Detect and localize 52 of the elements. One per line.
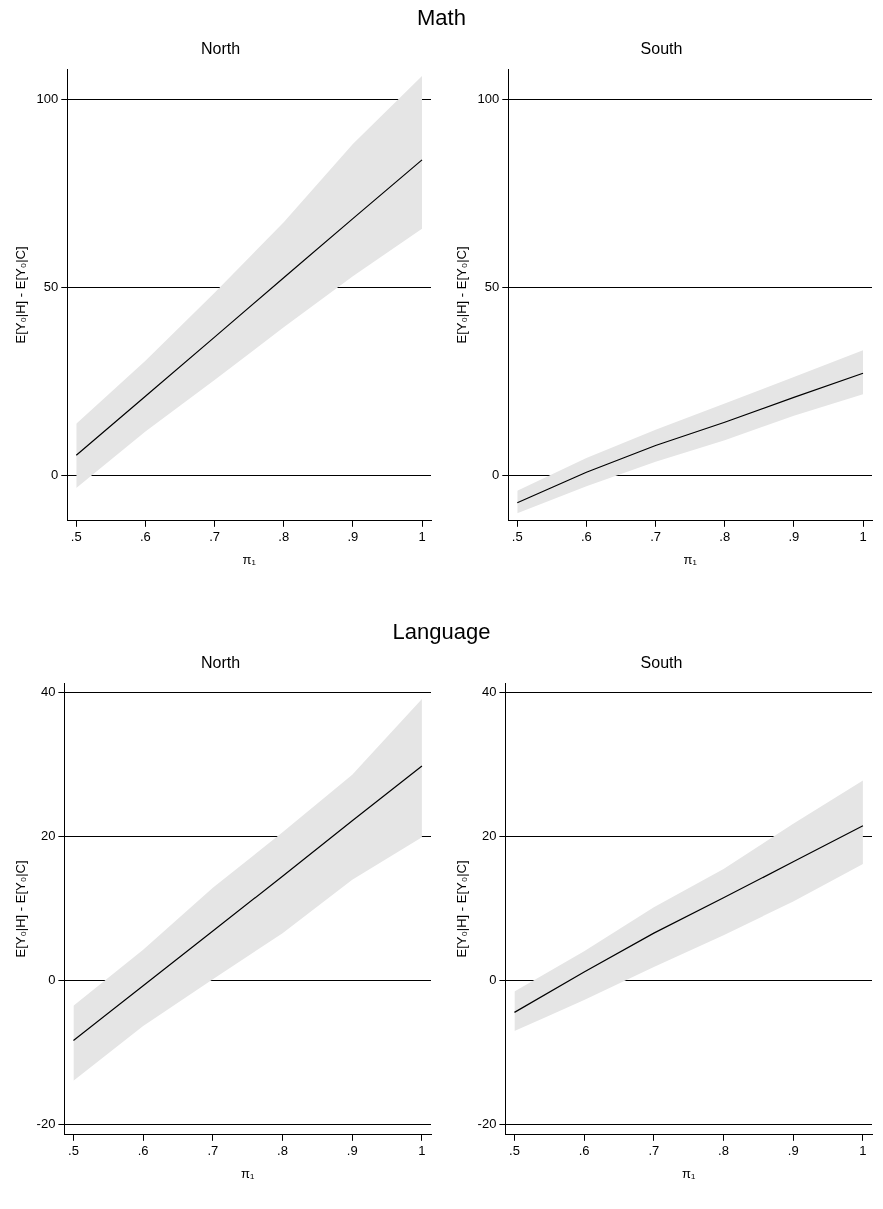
chart-title: North xyxy=(200,654,241,672)
x-tick-label: .5 xyxy=(68,1143,79,1159)
y-tick-label: 40 xyxy=(40,684,56,700)
x-axis-title: π₁ xyxy=(683,551,698,567)
x-tick-label: .6 xyxy=(137,1143,149,1159)
y-axis-title: E[Y₀|H] - E[Y₀|C] xyxy=(454,246,470,344)
x-tick-label: .7 xyxy=(650,529,661,545)
y-tick-label: 0 xyxy=(51,467,59,483)
x-tick-label: 1 xyxy=(859,529,867,545)
x-tick-label: 1 xyxy=(859,1143,867,1159)
y-axis-title: E[Y₀|H] - E[Y₀|C] xyxy=(454,860,470,958)
chart-title: North xyxy=(200,40,241,58)
x-tick-label: .7 xyxy=(209,529,220,545)
x-tick-label: .8 xyxy=(277,1143,288,1159)
chart-title: South xyxy=(640,40,683,58)
text: Math xyxy=(416,4,467,32)
x-tick-label: .5 xyxy=(70,529,82,545)
y-tick-label: 0 xyxy=(48,972,56,988)
y-tick-label: -20 xyxy=(477,1116,497,1132)
x-tick-label: .9 xyxy=(787,1143,799,1159)
x-tick-label: .6 xyxy=(581,529,592,545)
x-tick-label: .6 xyxy=(578,1143,590,1159)
x-axis-title: π₁ xyxy=(242,551,257,567)
y-tick-label: 0 xyxy=(489,972,497,988)
x-tick-label: .7 xyxy=(648,1143,660,1159)
y-tick-label: 100 xyxy=(477,90,500,106)
y-tick-label: 20 xyxy=(40,828,56,844)
y-axis-title: E[Y₀|H] - E[Y₀|C] xyxy=(13,860,29,958)
y-tick-label: 0 xyxy=(492,467,500,483)
x-tick-label: .6 xyxy=(140,529,151,545)
x-axis-title: π₁ xyxy=(241,1165,255,1181)
x-tick-label: .8 xyxy=(719,529,731,545)
y-tick-label: 40 xyxy=(481,684,497,700)
x-axis-title: π₁ xyxy=(682,1165,696,1181)
x-tick-label: .5 xyxy=(511,529,523,545)
x-tick-label: .8 xyxy=(278,529,290,545)
chart-title: South xyxy=(640,654,683,672)
x-tick-label: .9 xyxy=(788,529,800,545)
y-tick-label: 100 xyxy=(36,90,59,106)
x-tick-label: .9 xyxy=(346,1143,358,1159)
y-tick-label: 20 xyxy=(481,828,497,844)
text: Language xyxy=(391,618,492,646)
y-tick-label: 50 xyxy=(43,279,59,295)
y-axis-title: E[Y₀|H] - E[Y₀|C] xyxy=(13,246,29,344)
y-tick-label: -20 xyxy=(36,1116,56,1132)
x-tick-label: .9 xyxy=(347,529,359,545)
x-tick-label: 1 xyxy=(418,529,426,545)
x-tick-label: 1 xyxy=(418,1143,426,1159)
y-tick-label: 50 xyxy=(484,279,500,295)
x-tick-label: .8 xyxy=(718,1143,729,1159)
x-tick-label: .7 xyxy=(207,1143,219,1159)
x-tick-label: .5 xyxy=(509,1143,520,1159)
